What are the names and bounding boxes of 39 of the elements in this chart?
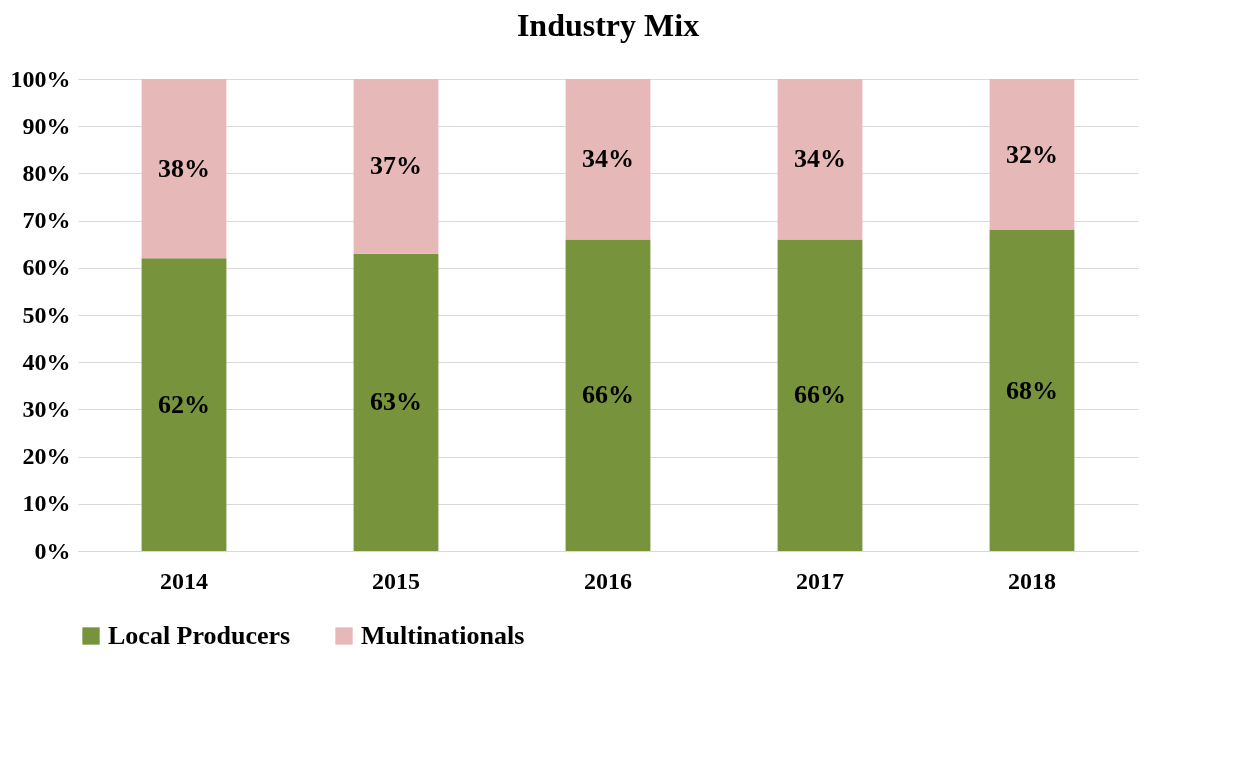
x-tick-label: 2015	[372, 567, 420, 594]
data-label: 68%	[1006, 375, 1058, 405]
bar	[777, 239, 863, 551]
bar	[989, 230, 1075, 551]
x-tick-label: 2014	[160, 567, 208, 594]
y-tick-label: 20%	[22, 443, 71, 470]
bar	[353, 253, 439, 551]
chart-title: Industry Mix	[516, 7, 700, 43]
y-tick-label: 40%	[22, 348, 71, 375]
bar	[141, 258, 227, 551]
data-label: 34%	[582, 144, 634, 174]
bar	[565, 79, 651, 240]
legend-label: Multinationals	[361, 621, 525, 650]
x-tick-label: 2017	[796, 567, 844, 594]
y-tick-label: 70%	[22, 207, 71, 234]
data-label: 63%	[370, 387, 422, 417]
data-label: 38%	[158, 153, 210, 183]
bar	[777, 79, 863, 240]
y-tick-label: 30%	[22, 395, 71, 422]
data-label: 37%	[370, 151, 422, 181]
data-label: 34%	[794, 144, 846, 174]
data-label: 32%	[1006, 139, 1058, 169]
data-label: 66%	[582, 380, 634, 410]
y-tick-label: 80%	[22, 159, 71, 186]
bar	[989, 79, 1075, 231]
bar	[565, 239, 651, 551]
y-tick-label: 10%	[22, 490, 71, 517]
y-tick-label: 0%	[34, 537, 71, 564]
y-tick-label: 50%	[22, 301, 71, 328]
data-label: 66%	[794, 380, 846, 410]
data-label: 62%	[158, 389, 210, 419]
y-tick-label: 90%	[22, 112, 71, 139]
bar	[141, 79, 227, 259]
x-tick-label: 2016	[584, 567, 632, 594]
x-tick-label: 2018	[1008, 567, 1056, 594]
bar	[353, 79, 439, 254]
legend-label: Local Producers	[108, 621, 291, 650]
y-tick-label: 100%	[10, 65, 71, 92]
y-tick-label: 60%	[22, 254, 71, 281]
